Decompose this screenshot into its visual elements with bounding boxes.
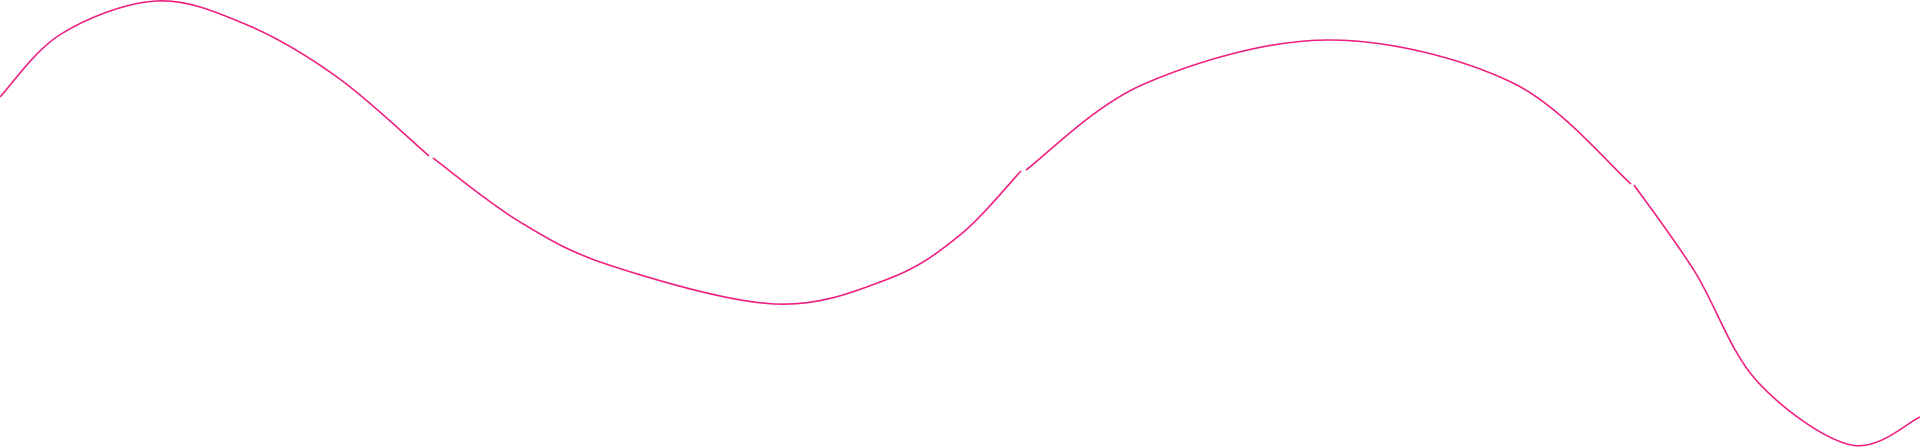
- wave-segment-4: [1633, 184, 1920, 447]
- wave-segment-2: [432, 157, 1022, 305]
- wave-segment-3: [1025, 39, 1632, 185]
- wave-segment-1: [0, 0, 430, 157]
